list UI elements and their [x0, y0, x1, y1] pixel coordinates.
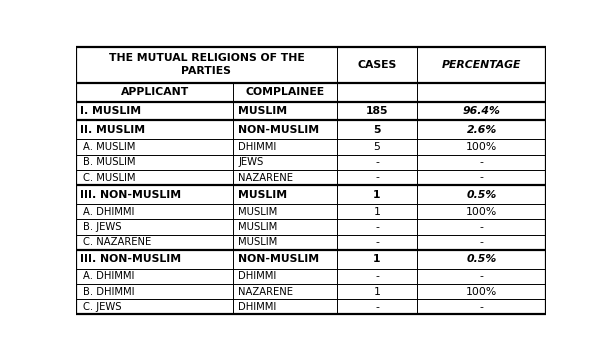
Text: C. NAZARENE: C. NAZARENE — [83, 237, 151, 247]
Text: 0.5%: 0.5% — [467, 190, 497, 200]
Text: APPLICANT: APPLICANT — [121, 87, 189, 97]
Text: NON-MUSLIM: NON-MUSLIM — [238, 125, 319, 135]
Text: -: - — [480, 302, 484, 312]
Text: -: - — [480, 222, 484, 232]
Text: 0.5%: 0.5% — [467, 254, 497, 264]
Text: A. MUSLIM: A. MUSLIM — [83, 142, 135, 152]
Text: NAZARENE: NAZARENE — [238, 173, 293, 183]
Text: DHIMMI: DHIMMI — [238, 302, 276, 312]
Text: PERCENTAGE: PERCENTAGE — [442, 60, 521, 70]
Text: II. MUSLIM: II. MUSLIM — [80, 125, 144, 135]
Text: MUSLIM: MUSLIM — [238, 106, 287, 116]
Text: CASES: CASES — [358, 60, 396, 70]
Text: 5: 5 — [373, 125, 381, 135]
Text: -: - — [375, 173, 379, 183]
Text: B. MUSLIM: B. MUSLIM — [83, 157, 135, 167]
Text: MUSLIM: MUSLIM — [238, 237, 277, 247]
Text: DHIMMI: DHIMMI — [238, 142, 276, 152]
Text: 2.6%: 2.6% — [467, 125, 497, 135]
Text: NON-MUSLIM: NON-MUSLIM — [238, 254, 319, 264]
Text: MUSLIM: MUSLIM — [238, 222, 277, 232]
Text: DHIMMI: DHIMMI — [238, 271, 276, 281]
Text: III. NON-MUSLIM: III. NON-MUSLIM — [80, 190, 181, 200]
Text: A. DHIMMI: A. DHIMMI — [83, 207, 134, 217]
Text: 96.4%: 96.4% — [463, 106, 501, 116]
Text: 100%: 100% — [466, 207, 497, 217]
Text: -: - — [480, 237, 484, 247]
Text: 100%: 100% — [466, 287, 497, 297]
Text: 1: 1 — [373, 207, 381, 217]
Text: JEWS: JEWS — [238, 157, 263, 167]
Text: 1: 1 — [373, 190, 381, 200]
Text: I. MUSLIM: I. MUSLIM — [80, 106, 141, 116]
Text: -: - — [480, 173, 484, 183]
Text: MUSLIM: MUSLIM — [238, 190, 287, 200]
Text: 1: 1 — [373, 287, 381, 297]
Text: -: - — [480, 271, 484, 281]
Text: -: - — [480, 157, 484, 167]
Text: COMPLAINEE: COMPLAINEE — [246, 87, 325, 97]
Text: NAZARENE: NAZARENE — [238, 287, 293, 297]
Text: -: - — [375, 157, 379, 167]
Text: 185: 185 — [365, 106, 388, 116]
Text: 5: 5 — [373, 142, 381, 152]
Text: PARTIES: PARTIES — [181, 66, 231, 76]
Text: A. DHIMMI: A. DHIMMI — [83, 271, 134, 281]
Text: 1: 1 — [373, 254, 381, 264]
Text: C. MUSLIM: C. MUSLIM — [83, 173, 135, 183]
Text: -: - — [375, 237, 379, 247]
Text: -: - — [375, 302, 379, 312]
Text: MUSLIM: MUSLIM — [238, 207, 277, 217]
Text: C. JEWS: C. JEWS — [83, 302, 121, 312]
Text: THE MUTUAL RELIGIONS OF THE: THE MUTUAL RELIGIONS OF THE — [109, 53, 304, 63]
Text: -: - — [375, 222, 379, 232]
Text: III. NON-MUSLIM: III. NON-MUSLIM — [80, 254, 181, 264]
Text: B. DHIMMI: B. DHIMMI — [83, 287, 134, 297]
Text: B. JEWS: B. JEWS — [83, 222, 121, 232]
Text: 100%: 100% — [466, 142, 497, 152]
Text: -: - — [375, 271, 379, 281]
